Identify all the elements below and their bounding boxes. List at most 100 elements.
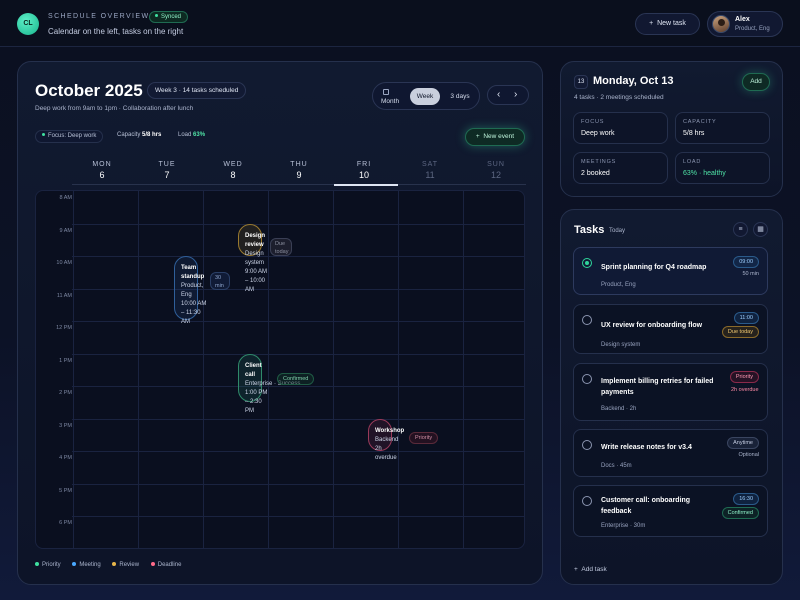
task-item[interactable]: Implement billing retries for failed pay… [573,363,768,421]
hour-label: 2 PM [59,390,72,396]
day-header-wed[interactable]: WED 8 [223,161,243,180]
task-due-badge: Due today [721,326,759,338]
hour-label: 3 PM [59,423,72,429]
capacity-chip: Capacity 5/8 hrs [117,132,162,138]
hour-label: 5 PM [59,488,72,494]
view-month[interactable]: Month [381,98,400,105]
day-header-sun[interactable]: SUN 12 [487,161,505,180]
new-task-button[interactable]: + New task [635,13,700,35]
week-summary-badge: Week 3 · 14 tasks scheduled [147,82,247,99]
add-task-button[interactable]: + Add task [574,566,607,573]
task-checkbox[interactable] [582,440,592,450]
legend-review: Review [112,562,139,568]
load-chip: Load 63% [178,132,206,138]
day-header-fri[interactable]: FRI 10 [356,161,372,180]
task-note: 50 min [742,271,759,277]
day-header-tue[interactable]: TUE 7 [158,161,176,180]
user-role: Product, Eng [735,26,770,32]
app-logo: CL [17,13,39,35]
plus-icon: + [475,133,480,140]
task-note: Optional [738,452,760,458]
user-menu[interactable]: Alex Product, Eng [707,11,783,37]
add-button[interactable]: Add [742,73,770,91]
grid-icon[interactable]: ▦ [753,222,768,237]
task-checkbox[interactable] [582,258,592,268]
stat-focus: FOCUS Deep work [573,112,668,144]
calendar-panel: October 2025 Week 3 · 14 tasks scheduled… [17,61,543,585]
hour-label: 4 PM [59,455,72,461]
new-event-button[interactable]: + New event [465,128,525,146]
status-dot-icon [155,14,158,17]
grid-line [72,516,524,517]
grid-line [72,289,524,290]
tasks-subtitle: Today [609,228,626,234]
view-3-days[interactable]: 3 days [450,93,470,100]
grid-line [72,484,524,485]
hour-label: 8 AM [59,195,72,201]
task-time-badge: 16:30 [733,493,759,505]
active-day-indicator [334,184,398,186]
grid-line [72,451,524,452]
month-title: October 2025 [35,81,143,100]
week-navigation: ‹ › [487,85,529,105]
day-title: Monday, Oct 13 [593,75,674,87]
task-item[interactable]: UX review for onboarding flow Design sys… [573,304,768,354]
hour-label: 10 AM [56,260,72,266]
day-header-thu[interactable]: THU 9 [290,161,308,180]
task-overdue-note: 2h overdue [731,387,759,393]
date-badge: 13 [574,75,588,89]
stat-meetings: MEETINGS 2 booked [573,152,668,184]
calendar-subtitle: Deep work from 9am to 1pm · Collaboratio… [35,105,194,112]
page-subtitle: Calendar on the left, tasks on the right [48,27,184,36]
grid-line [72,354,524,355]
chevron-left-icon[interactable]: ‹ [497,89,501,100]
grid-line [72,224,524,225]
day-header-divider [72,184,526,186]
stat-load: LOAD 63% · healthy [675,152,770,184]
view-week[interactable]: Week [410,88,440,105]
meeting-dot-icon [72,562,77,566]
task-anytime-badge: Anytime [727,437,759,449]
stat-capacity: CAPACITY 5/8 hrs [675,112,770,144]
task-checkbox[interactable] [582,496,592,506]
day-header-mon[interactable]: MON 6 [92,161,112,180]
view-switcher: Month Week 3 days [372,82,480,110]
plus-icon: + [649,20,654,27]
grid-line [333,191,334,548]
task-item[interactable]: Write release notes for v3.4 Docs · 45m … [573,429,768,477]
top-bar: CL SCHEDULE OVERVIEW Synced Calendar on … [0,0,800,47]
event-client-call[interactable]: Client call Enterprise · Success 1:00 PM… [238,354,300,414]
user-name: Alex [735,16,750,23]
day-header-sat[interactable]: SAT 11 [421,161,439,180]
task-item[interactable]: Sprint planning for Q4 roadmap Product, … [573,247,768,295]
event-legend: Priority Meeting Review Deadline [35,562,191,568]
month-checkbox-icon[interactable] [383,89,389,95]
grid-line [268,191,269,548]
task-priority-badge: Priority [729,371,759,383]
grid-line [72,386,524,387]
task-checkbox[interactable] [582,374,592,384]
legend-deadline: Deadline [150,562,181,568]
event-team-standup[interactable]: Team standup Product, Eng 10:00 AM – 11:… [174,256,206,325]
focus-dot-icon [42,133,45,136]
grid-line [463,191,464,548]
chevron-right-icon[interactable]: › [514,89,518,100]
hour-label: 9 AM [59,228,72,234]
grid-line [72,419,524,420]
day-summary-panel: 13 Monday, Oct 13 4 tasks · 2 meetings s… [560,61,783,197]
task-checkbox[interactable] [582,315,592,325]
deadline-dot-icon [150,562,155,566]
grid-line [203,191,204,548]
sync-status-badge: Synced [149,11,189,23]
review-dot-icon [112,562,117,566]
event-workshop[interactable]: Workshop Backend 2h overdue [368,419,404,461]
hour-label: 1 PM [59,358,72,364]
event-design-review[interactable]: Design review Design system 9:00 AM – 10… [238,224,267,293]
page-eyebrow: SCHEDULE OVERVIEW [48,13,150,20]
task-item[interactable]: Customer call: onboarding feedback Enter… [573,485,768,537]
grid-line [398,191,399,548]
week-grid[interactable]: 8 AM 9 AM 10 AM 11 AM 12 PM 1 PM 2 PM 3 … [35,190,525,549]
legend-meeting: Meeting [72,562,101,568]
event-confirmed-tag: Confirmed [277,373,315,385]
list-icon[interactable]: ≡ [733,222,748,237]
